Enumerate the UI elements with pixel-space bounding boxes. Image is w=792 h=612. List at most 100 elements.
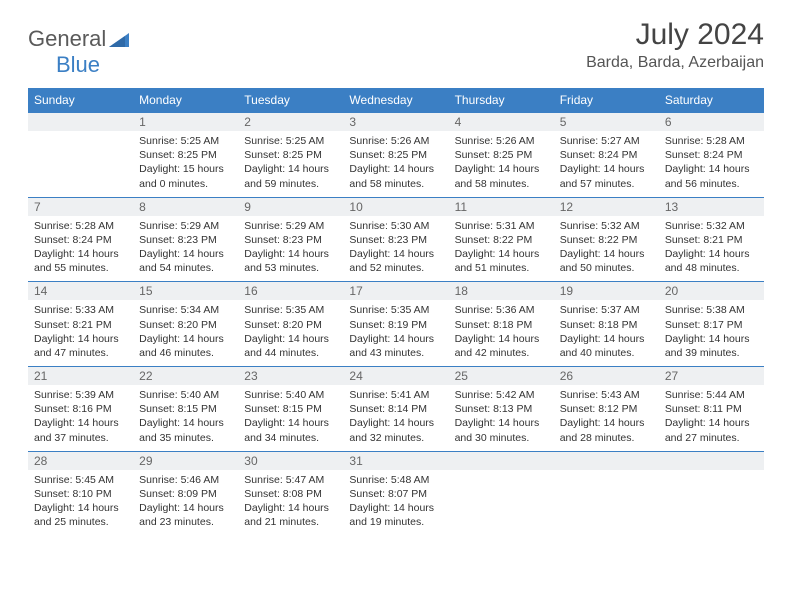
weekday-thursday: Thursday bbox=[449, 88, 554, 113]
day-line: Sunset: 8:13 PM bbox=[455, 402, 548, 416]
day-line: and 57 minutes. bbox=[560, 177, 653, 191]
day-line: Daylight: 14 hours bbox=[139, 416, 232, 430]
day-cell: Sunrise: 5:47 AMSunset: 8:08 PMDaylight:… bbox=[238, 470, 343, 536]
day-line: Sunrise: 5:26 AM bbox=[349, 134, 442, 148]
day-cell: Sunrise: 5:28 AMSunset: 8:24 PMDaylight:… bbox=[28, 216, 133, 282]
day-line: Sunset: 8:22 PM bbox=[455, 233, 548, 247]
day-cell: Sunrise: 5:36 AMSunset: 8:18 PMDaylight:… bbox=[449, 300, 554, 366]
day-line: Daylight: 14 hours bbox=[560, 416, 653, 430]
weekday-header-row: SundayMondayTuesdayWednesdayThursdayFrid… bbox=[28, 88, 764, 113]
daynum: 27 bbox=[659, 367, 764, 386]
day-cell: Sunrise: 5:26 AMSunset: 8:25 PMDaylight:… bbox=[343, 131, 448, 197]
daynum: 3 bbox=[343, 113, 448, 132]
day-line: Sunrise: 5:26 AM bbox=[455, 134, 548, 148]
day-line: Sunrise: 5:36 AM bbox=[455, 303, 548, 317]
day-line: and 51 minutes. bbox=[455, 261, 548, 275]
day-cell: Sunrise: 5:33 AMSunset: 8:21 PMDaylight:… bbox=[28, 300, 133, 366]
weekday-friday: Friday bbox=[554, 88, 659, 113]
day-cell: Sunrise: 5:45 AMSunset: 8:10 PMDaylight:… bbox=[28, 470, 133, 536]
day-line: Sunset: 8:10 PM bbox=[34, 487, 127, 501]
day-line: Sunset: 8:25 PM bbox=[139, 148, 232, 162]
week-2-body: Sunrise: 5:33 AMSunset: 8:21 PMDaylight:… bbox=[28, 300, 764, 366]
day-line: Sunset: 8:19 PM bbox=[349, 318, 442, 332]
day-line: Sunrise: 5:28 AM bbox=[665, 134, 758, 148]
day-line: Sunset: 8:21 PM bbox=[34, 318, 127, 332]
daynum: 9 bbox=[238, 197, 343, 216]
day-cell bbox=[28, 131, 133, 197]
daynum: 25 bbox=[449, 367, 554, 386]
day-line: Sunrise: 5:43 AM bbox=[560, 388, 653, 402]
day-line: Sunrise: 5:29 AM bbox=[244, 219, 337, 233]
weekday-tuesday: Tuesday bbox=[238, 88, 343, 113]
daynum: 4 bbox=[449, 113, 554, 132]
day-cell: Sunrise: 5:40 AMSunset: 8:15 PMDaylight:… bbox=[133, 385, 238, 451]
day-line: Daylight: 14 hours bbox=[455, 332, 548, 346]
day-cell: Sunrise: 5:32 AMSunset: 8:21 PMDaylight:… bbox=[659, 216, 764, 282]
calendar-table: SundayMondayTuesdayWednesdayThursdayFrid… bbox=[28, 88, 764, 535]
daynum: 21 bbox=[28, 367, 133, 386]
day-line: Sunset: 8:09 PM bbox=[139, 487, 232, 501]
day-line: Sunrise: 5:44 AM bbox=[665, 388, 758, 402]
day-line: Daylight: 14 hours bbox=[244, 416, 337, 430]
daynum: 12 bbox=[554, 197, 659, 216]
daynum: 1 bbox=[133, 113, 238, 132]
day-line: and 19 minutes. bbox=[349, 515, 442, 529]
day-line: Sunrise: 5:47 AM bbox=[244, 473, 337, 487]
week-4-body: Sunrise: 5:45 AMSunset: 8:10 PM Daylight:… bbox=[28, 470, 764, 536]
day-line: and 47 minutes. bbox=[34, 346, 127, 360]
daynum bbox=[28, 113, 133, 132]
day-line: and 55 minutes. bbox=[34, 261, 127, 275]
day-line: and 58 minutes. bbox=[455, 177, 548, 191]
daynum: 28 bbox=[28, 451, 133, 470]
day-line: Sunrise: 5:48 AM bbox=[349, 473, 442, 487]
day-cell: Sunrise: 5:32 AMSunset: 8:22 PMDaylight:… bbox=[554, 216, 659, 282]
day-cell: Sunrise: 5:38 AMSunset: 8:17 PMDaylight:… bbox=[659, 300, 764, 366]
day-line: and 46 minutes. bbox=[139, 346, 232, 360]
day-cell: Sunrise: 5:48 AMSunset: 8:07 PMDaylight:… bbox=[343, 470, 448, 536]
day-line: Sunrise: 5:31 AM bbox=[455, 219, 548, 233]
day-line: and 54 minutes. bbox=[139, 261, 232, 275]
day-line: Sunrise: 5:32 AM bbox=[560, 219, 653, 233]
day-line: Sunset: 8:15 PM bbox=[139, 402, 232, 416]
day-line: Sunrise: 5:41 AM bbox=[349, 388, 442, 402]
day-line: Sunrise: 5:35 AM bbox=[349, 303, 442, 317]
day-cell: Sunrise: 5:31 AMSunset: 8:22 PMDaylight:… bbox=[449, 216, 554, 282]
day-line: Daylight: 14 hours bbox=[244, 501, 337, 515]
daynum: 13 bbox=[659, 197, 764, 216]
day-line: Sunrise: 5:38 AM bbox=[665, 303, 758, 317]
daynum: 2 bbox=[238, 113, 343, 132]
day-line: Sunset: 8:14 PM bbox=[349, 402, 442, 416]
day-line: Daylight: 14 hours bbox=[665, 416, 758, 430]
day-line: Sunset: 8:25 PM bbox=[455, 148, 548, 162]
day-line: Sunset: 8:24 PM bbox=[665, 148, 758, 162]
day-line: Sunrise: 5:25 AM bbox=[244, 134, 337, 148]
daynum: 30 bbox=[238, 451, 343, 470]
daynum: 20 bbox=[659, 282, 764, 301]
weekday-wednesday: Wednesday bbox=[343, 88, 448, 113]
day-line: Daylight: 14 hours bbox=[139, 501, 232, 515]
day-line: Sunset: 8:11 PM bbox=[665, 402, 758, 416]
day-line: Daylight: 14 hours bbox=[665, 162, 758, 176]
daynum: 11 bbox=[449, 197, 554, 216]
day-line: and 34 minutes. bbox=[244, 431, 337, 445]
day-line: and 58 minutes. bbox=[349, 177, 442, 191]
day-line: and 50 minutes. bbox=[560, 261, 653, 275]
day-line: Sunset: 8:07 PM bbox=[349, 487, 442, 501]
day-cell: Sunrise: 5:43 AMSunset: 8:12 PMDaylight:… bbox=[554, 385, 659, 451]
day-line: Sunset: 8:15 PM bbox=[244, 402, 337, 416]
day-line: Sunrise: 5:37 AM bbox=[560, 303, 653, 317]
day-line: and 44 minutes. bbox=[244, 346, 337, 360]
brand-blue: Blue bbox=[56, 52, 100, 77]
daynum: 15 bbox=[133, 282, 238, 301]
day-line: and 37 minutes. bbox=[34, 431, 127, 445]
day-line: Sunrise: 5:45 AM bbox=[34, 473, 127, 487]
day-line: and 39 minutes. bbox=[665, 346, 758, 360]
day-line: Daylight: 14 hours bbox=[665, 247, 758, 261]
day-line: and 53 minutes. bbox=[244, 261, 337, 275]
day-cell: Sunrise: 5:25 AMSunset: 8:25 PMDaylight:… bbox=[238, 131, 343, 197]
day-line: Sunset: 8:21 PM bbox=[665, 233, 758, 247]
day-line: Daylight: 14 hours bbox=[34, 247, 127, 261]
day-cell: Sunrise: 5:35 AMSunset: 8:20 PMDaylight:… bbox=[238, 300, 343, 366]
daynum bbox=[449, 451, 554, 470]
day-line: Sunrise: 5:35 AM bbox=[244, 303, 337, 317]
